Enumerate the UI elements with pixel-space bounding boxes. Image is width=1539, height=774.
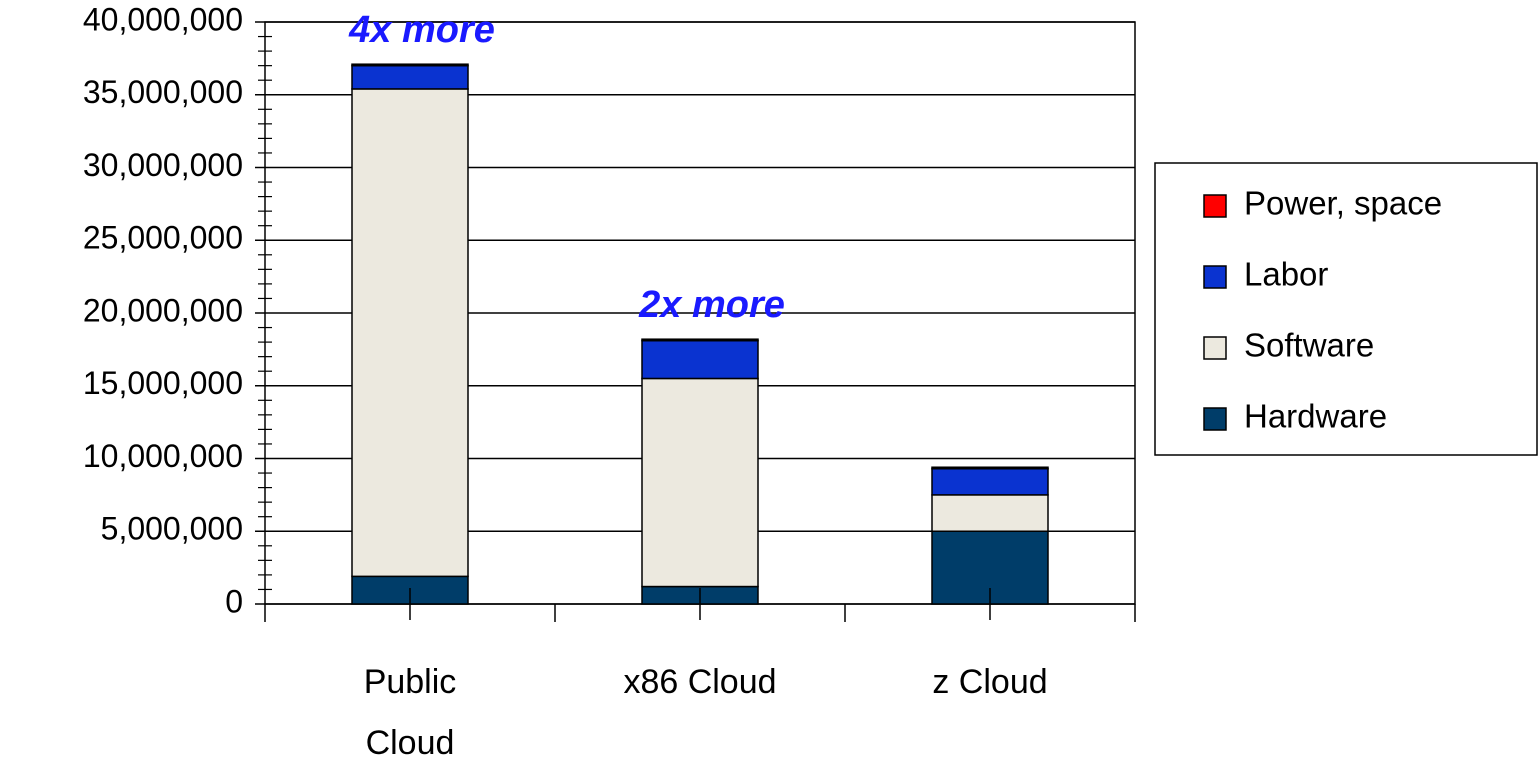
y-tick-label: 20,000,000 <box>83 292 243 328</box>
bar-segment <box>641 377 759 588</box>
y-tick-label: 25,000,000 <box>83 220 243 256</box>
x-tick-label: z Cloud <box>932 663 1048 701</box>
bar-segment <box>931 466 1049 470</box>
y-tick-label: 30,000,000 <box>83 147 243 183</box>
y-tick-label: 35,000,000 <box>83 74 243 110</box>
bar-segment <box>351 88 469 578</box>
y-tick-label: 0 <box>225 583 243 619</box>
bar-segment <box>351 63 469 67</box>
bar-segment <box>931 494 1049 532</box>
y-tick-label: 10,000,000 <box>83 438 243 474</box>
y-tick-label: 15,000,000 <box>83 365 243 401</box>
legend-label: Labor <box>1244 256 1328 293</box>
bar-segment <box>641 339 759 380</box>
legend-label: Hardware <box>1244 398 1387 435</box>
x-tick-label: x86 Cloud <box>623 663 777 701</box>
legend-swatch <box>1203 407 1227 431</box>
legend-label: Power, space <box>1244 185 1442 222</box>
annotation: 2x more <box>638 284 785 326</box>
annotation: 4x more <box>348 9 495 51</box>
bar-segment <box>351 64 469 90</box>
legend-label: Software <box>1244 327 1374 364</box>
legend-swatch <box>1203 265 1227 289</box>
legend-swatch <box>1203 336 1227 360</box>
bar-segment <box>931 467 1049 496</box>
x-tick-label: Public Cloud <box>363 663 457 762</box>
y-tick-label: 40,000,000 <box>83 1 243 37</box>
bar-segment <box>641 338 759 342</box>
y-tick-label: 5,000,000 <box>101 511 243 547</box>
legend-swatch <box>1203 194 1227 218</box>
